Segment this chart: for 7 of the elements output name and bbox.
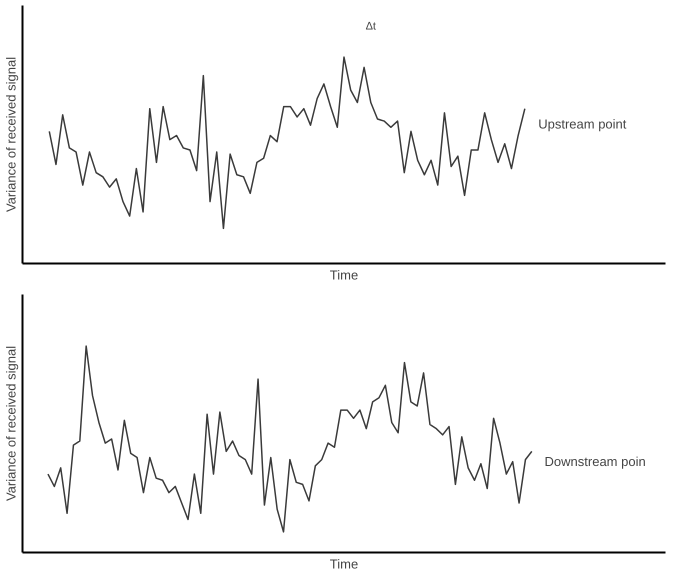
series-label: Downstream poin bbox=[544, 454, 646, 469]
y-axis-title: Variance of received signal bbox=[4, 56, 18, 212]
x-axis-title: Time bbox=[330, 268, 358, 282]
text: Δt bbox=[366, 20, 376, 32]
y-axis-title: Variance of received signal bbox=[4, 346, 18, 502]
series-label: Upstream point bbox=[538, 116, 627, 132]
x-axis-title: Time bbox=[330, 556, 358, 572]
